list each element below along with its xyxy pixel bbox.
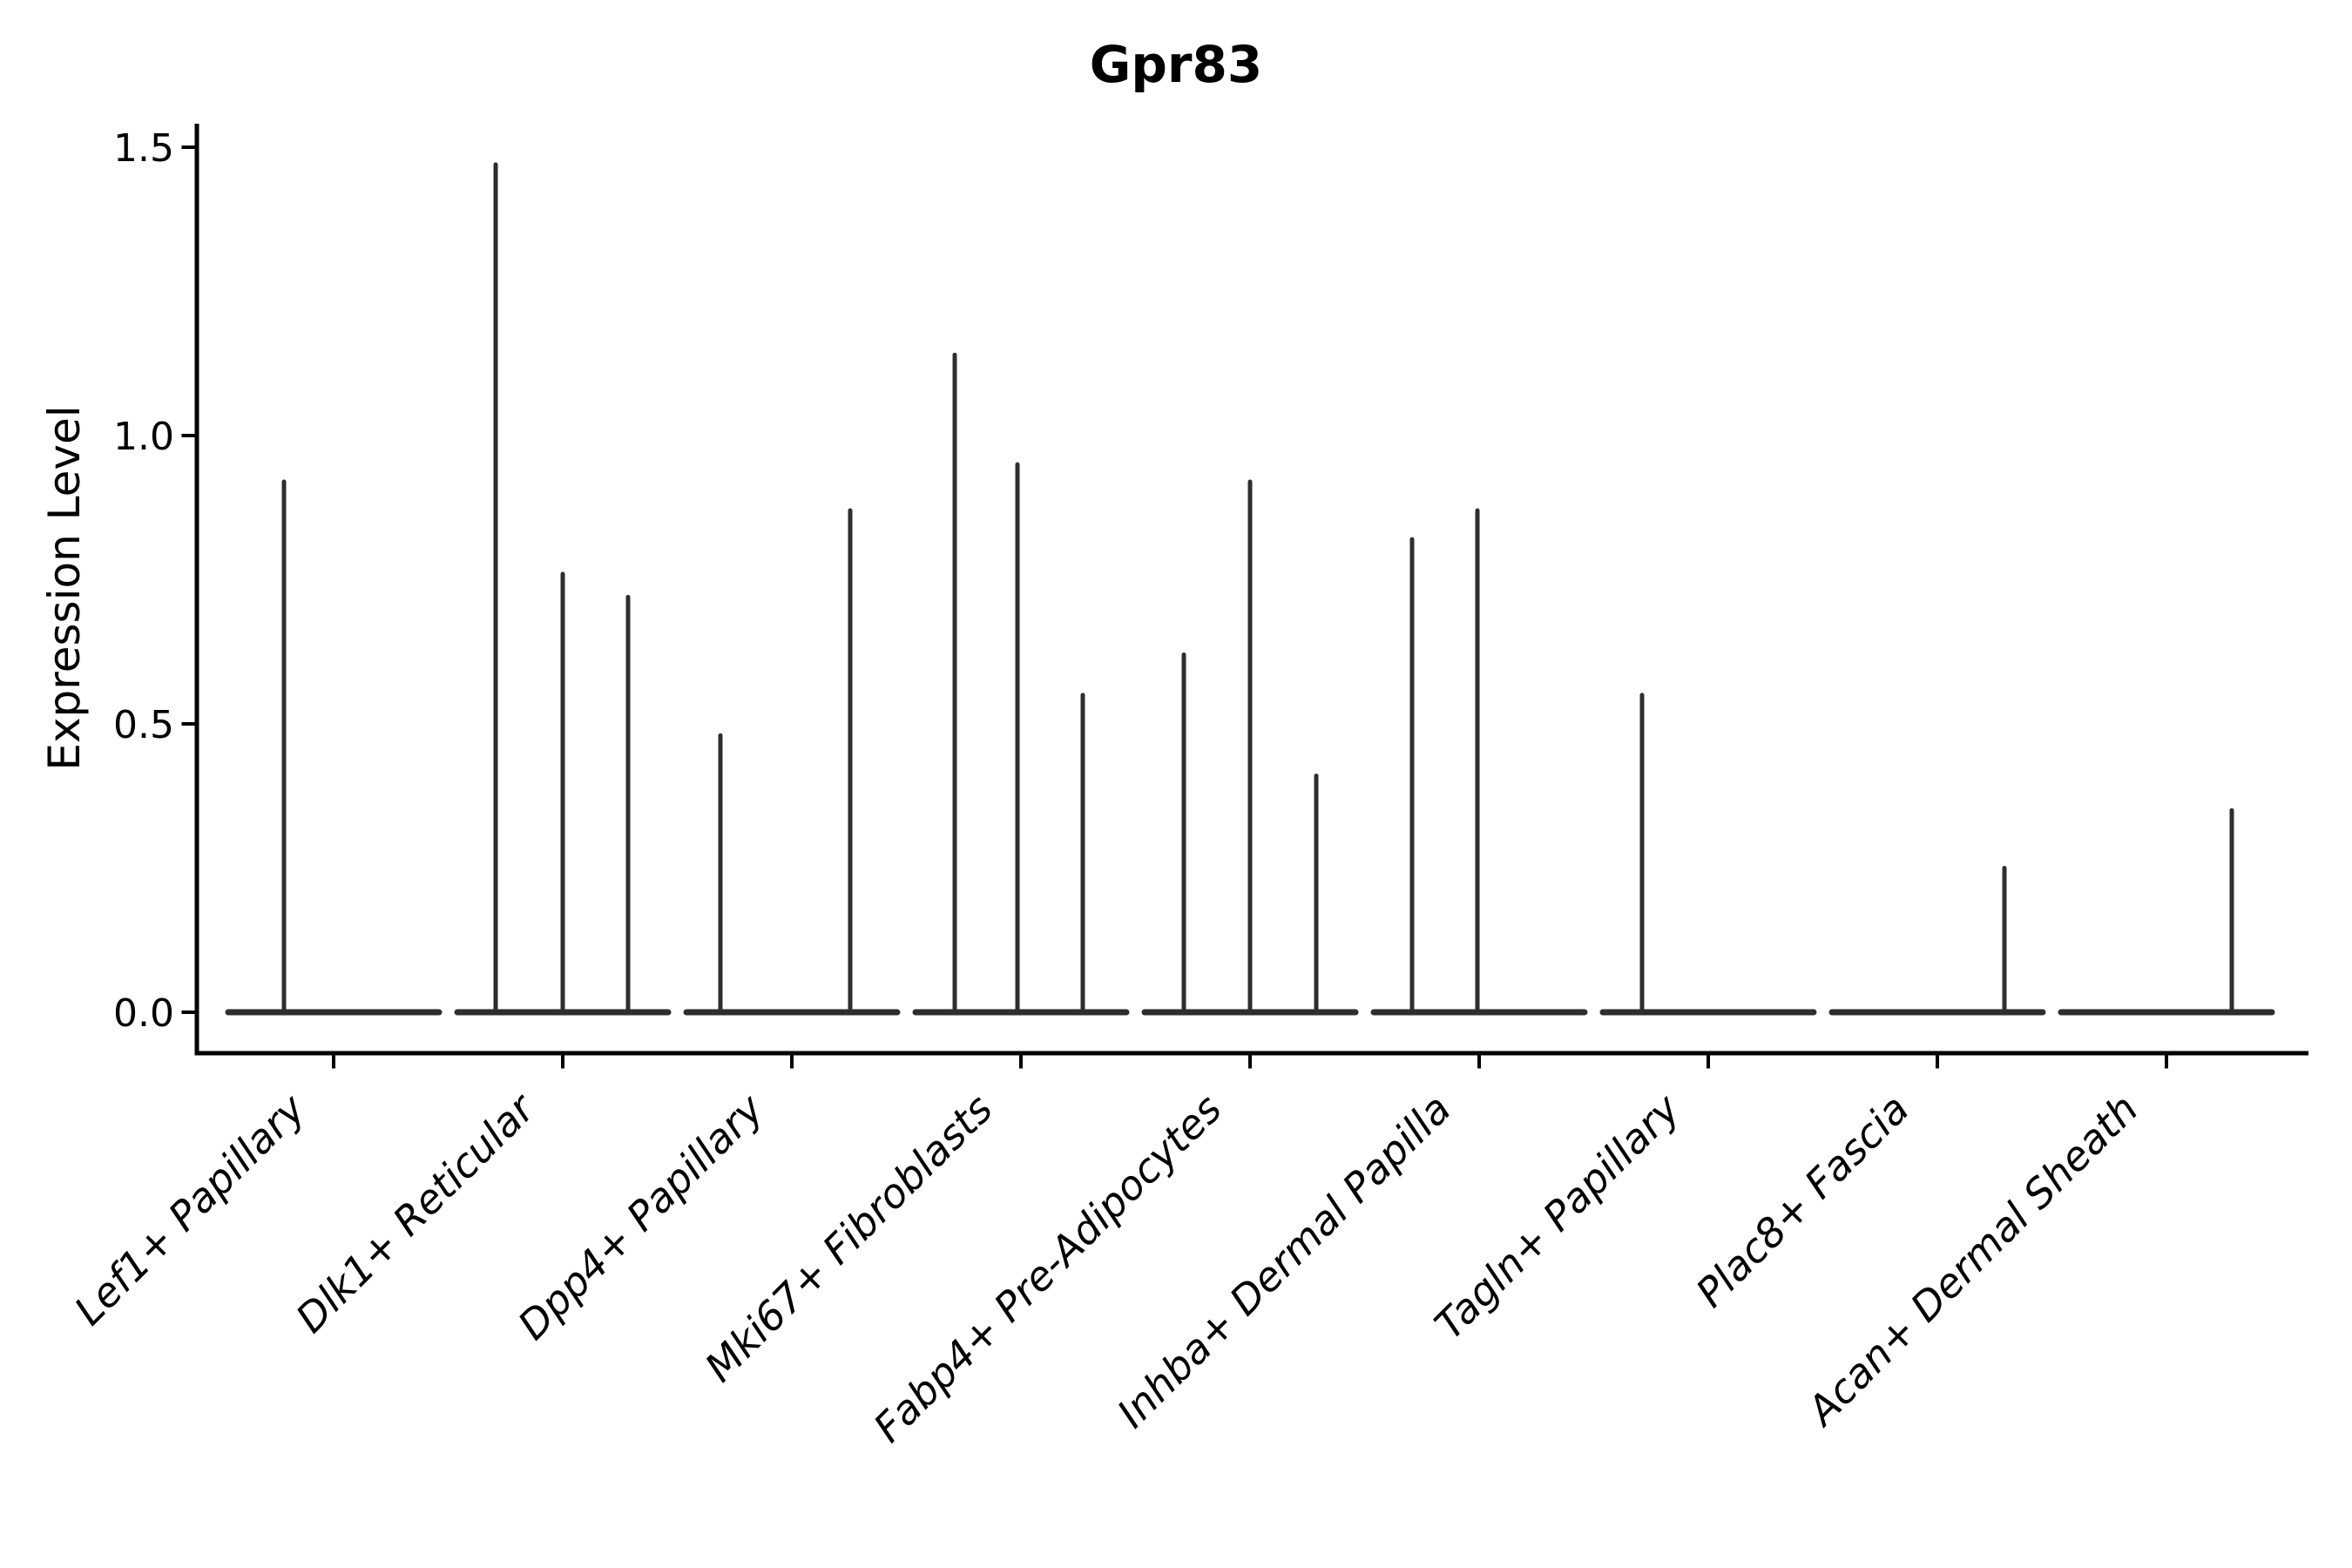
x-tick-label: Dlk1+ Reticular — [287, 1083, 545, 1342]
x-tick-label: Lef1+ Papillary — [65, 1085, 314, 1334]
y-tick-label: 0.0 — [113, 991, 174, 1036]
y-tick-label: 1.0 — [113, 415, 174, 459]
x-tick-label: Plac8+ Fascia — [1686, 1085, 1917, 1316]
x-tick-label: Dpp4+ Papillary — [509, 1085, 773, 1348]
y-tick-label: 0.5 — [113, 703, 174, 747]
chart-title: Gpr83 — [1089, 35, 1263, 94]
y-tick-label: 1.5 — [113, 126, 174, 171]
x-tick-label: Tagln+ Papillary — [1425, 1085, 1689, 1348]
